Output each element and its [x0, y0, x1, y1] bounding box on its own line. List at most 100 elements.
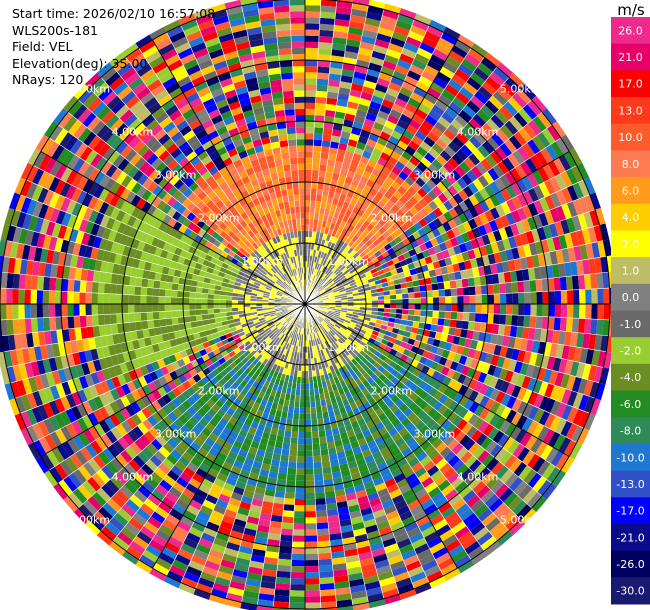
velocity-gate [495, 262, 504, 274]
velocity-gate [21, 347, 31, 364]
velocity-gate [341, 474, 353, 484]
velocity-gate [357, 331, 365, 338]
velocity-gate [318, 42, 333, 50]
velocity-gate [192, 472, 205, 484]
velocity-gate [261, 342, 269, 350]
velocity-gate [377, 487, 390, 498]
velocity-gate [461, 232, 471, 243]
velocity-gate [102, 447, 116, 462]
velocity-gate [268, 340, 275, 347]
velocity-gate [542, 291, 549, 304]
velocity-gate [203, 324, 211, 331]
velocity-gate [147, 415, 159, 427]
velocity-gate [311, 288, 316, 295]
velocity-gate [252, 460, 263, 469]
ray-separator [3, 255, 306, 305]
velocity-gate [394, 97, 408, 109]
velocity-gate [448, 493, 463, 507]
velocity-gate [437, 192, 449, 204]
velocity-gate [210, 588, 228, 599]
velocity-gate [450, 254, 459, 265]
velocity-gate [421, 335, 429, 344]
velocity-gate [448, 326, 456, 336]
velocity-gate [433, 207, 444, 218]
velocity-gate [110, 493, 126, 508]
velocity-gate [289, 443, 298, 451]
velocity-gate [364, 454, 375, 464]
velocity-gate [328, 331, 334, 338]
velocity-gate [356, 247, 364, 256]
velocity-gate [448, 101, 463, 115]
velocity-gate [197, 407, 208, 418]
velocity-gate [237, 551, 252, 561]
velocity-gate [367, 592, 384, 603]
velocity-gate [428, 210, 439, 221]
velocity-gate [405, 560, 422, 572]
velocity-gate [137, 375, 148, 388]
velocity-gate [330, 55, 345, 64]
velocity-gate [340, 468, 351, 478]
velocity-gate [283, 498, 295, 506]
velocity-gate [98, 238, 108, 251]
velocity-gate [331, 129, 342, 137]
velocity-gate [371, 296, 379, 301]
velocity-gate [355, 323, 362, 329]
velocity-gate [227, 385, 236, 395]
velocity-gate [305, 255, 308, 262]
ray-separator [125, 303, 306, 551]
velocity-gate [370, 471, 382, 481]
velocity-gate [447, 78, 463, 92]
velocity-gate [549, 385, 561, 401]
velocity-gate [347, 301, 354, 304]
velocity-gate [9, 349, 19, 367]
velocity-gate [474, 203, 485, 216]
velocity-gate [351, 358, 359, 366]
velocity-gate [170, 449, 183, 461]
velocity-gate [411, 461, 424, 473]
velocity-gate [312, 163, 320, 171]
ray-separator [304, 66, 498, 305]
velocity-gate [502, 156, 515, 172]
velocity-gate [277, 346, 283, 353]
velocity-gate [427, 433, 439, 445]
velocity-gate [238, 331, 246, 338]
velocity-gate [328, 296, 335, 299]
velocity-gate [477, 127, 491, 141]
velocity-gate [136, 507, 151, 522]
velocity-gate [424, 481, 438, 494]
velocity-gate [566, 217, 577, 233]
velocity-gate [409, 206, 419, 216]
velocity-gate [365, 293, 372, 298]
velocity-gate [97, 293, 104, 304]
velocity-gate [97, 451, 111, 466]
velocity-gate [464, 338, 473, 349]
velocity-gate [136, 329, 144, 340]
velocity-gate [284, 393, 291, 401]
velocity-gate [338, 233, 345, 241]
velocity-gate [322, 309, 329, 313]
velocity-gate [513, 461, 528, 477]
velocity-gate [463, 398, 475, 411]
velocity-gate [249, 326, 257, 332]
velocity-gate [332, 316, 339, 321]
velocity-gate [108, 251, 117, 264]
velocity-gate [267, 532, 281, 541]
velocity-gate [337, 254, 344, 262]
velocity-gate [480, 104, 495, 119]
velocity-gate [250, 328, 258, 335]
velocity-gate [364, 144, 375, 154]
velocity-gate [271, 316, 278, 321]
velocity-gate [122, 304, 129, 314]
velocity-gate [501, 260, 510, 273]
velocity-gate [348, 95, 361, 104]
velocity-gate [460, 328, 468, 339]
velocity-gate [78, 375, 89, 390]
velocity-gate [315, 269, 320, 277]
velocity-gate [120, 407, 132, 421]
velocity-gate [328, 280, 335, 287]
velocity-gate [349, 133, 360, 142]
velocity-gate [363, 267, 371, 274]
velocity-gate [349, 351, 357, 359]
velocity-gate [262, 457, 273, 466]
velocity-gate [372, 509, 386, 519]
